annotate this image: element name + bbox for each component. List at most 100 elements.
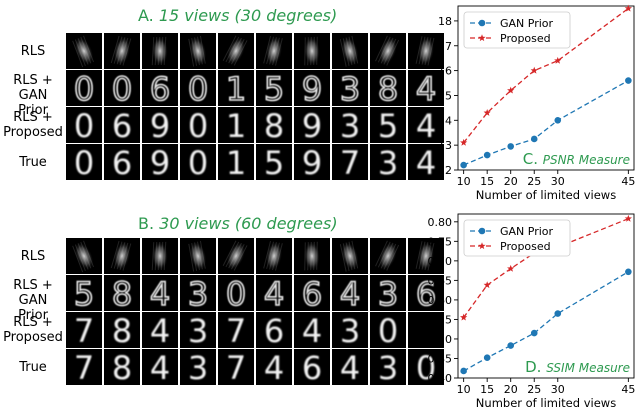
svg-text:3: 3: [340, 312, 360, 348]
y-tick-label: 0.60: [428, 294, 453, 307]
digit-image-proposed: 7: [218, 312, 254, 348]
psnr-chart: 12 13 14 15 16 17 18 10 15 20 25 30 45 Number of limi…: [438, 4, 635, 202]
digit-image-gan: 1: [218, 70, 254, 106]
digit-image-rls: [104, 238, 140, 274]
digit-image-rls: [218, 238, 254, 274]
x-tick-label: 10: [457, 175, 471, 188]
x-tick-label: 45: [621, 383, 635, 396]
digit-image-rls: [256, 33, 292, 69]
svg-text:9: 9: [302, 70, 322, 106]
svg-text:1: 1: [226, 144, 246, 180]
x-tick-label: 15: [480, 383, 494, 396]
svg-text:8: 8: [112, 349, 132, 385]
digit-image-gan: 8: [104, 275, 140, 311]
y-tick-label: 0.75: [428, 235, 453, 248]
digit-image-true: 1: [218, 144, 254, 180]
digit-image-rls: [66, 33, 102, 69]
svg-text:3: 3: [378, 349, 398, 385]
x-axis-label: Number of limited views: [476, 188, 616, 202]
series-line-1: [463, 218, 629, 318]
digit-image-proposed: [408, 312, 444, 348]
svg-text:5: 5: [264, 144, 284, 180]
svg-text:4: 4: [416, 107, 436, 143]
svg-text:4: 4: [340, 275, 360, 311]
digit-image-gan: 4: [332, 275, 368, 311]
chart-annotation: C. PSNR Measure: [523, 150, 630, 168]
legend-label: GAN Prior: [500, 17, 554, 30]
ssim-chart: 0.40 0.45 0.50 0.55 0.60 0.65 0.70 0.75 0.80 10 15…: [428, 213, 635, 410]
svg-text:3: 3: [188, 349, 208, 385]
svg-text:7: 7: [226, 312, 246, 348]
digit-image-true: 9: [142, 144, 178, 180]
row-label: RLS + GAN Prior: [13, 73, 53, 118]
digit-image-proposed: 4: [294, 312, 330, 348]
x-tick-label: 30: [551, 175, 565, 188]
y-tick-label: 12: [438, 164, 452, 177]
svg-text:6: 6: [264, 312, 284, 348]
digit-image-proposed: 8: [104, 312, 140, 348]
legend-box: [463, 11, 571, 49]
svg-text:0: 0: [112, 70, 132, 106]
svg-text:4: 4: [150, 349, 170, 385]
data-point: [625, 77, 632, 84]
row-label: True: [19, 359, 47, 375]
svg-text:7: 7: [74, 312, 94, 348]
svg-text:1: 1: [226, 70, 246, 106]
digit-image-true: 9: [294, 144, 330, 180]
svg-text:8: 8: [112, 275, 132, 311]
digit-image-true: 0: [180, 144, 216, 180]
svg-text:6: 6: [302, 349, 322, 385]
svg-text:0: 0: [188, 70, 208, 106]
digit-image-rls: [104, 33, 140, 69]
y-tick-label: 0.65: [428, 274, 453, 287]
data-point: [624, 4, 632, 12]
digit-image-rls: [142, 33, 178, 69]
digit-image-proposed: 0: [66, 107, 102, 143]
row-label: RLS + Proposed: [3, 315, 63, 345]
svg-text:6: 6: [416, 275, 436, 311]
digit-image-gan: 0: [180, 70, 216, 106]
row-label: True: [19, 154, 47, 170]
data-point: [554, 310, 562, 317]
svg-text:5: 5: [74, 275, 94, 311]
digit-image-proposed: 4: [142, 312, 178, 348]
data-point: [460, 313, 468, 321]
digit-image-gan: 6: [408, 275, 444, 311]
svg-text:0: 0: [74, 107, 94, 143]
digit-image-proposed: 6: [104, 107, 140, 143]
svg-text:4: 4: [264, 349, 284, 385]
legend-label: GAN Prior: [500, 225, 554, 238]
data-point: [507, 86, 515, 94]
y-tick-label: 0.40: [428, 372, 453, 385]
digit-image-rls: [180, 33, 216, 69]
legend-label: Proposed: [500, 32, 551, 45]
svg-text:0: 0: [74, 70, 94, 106]
panel-b-subtitle: 30 views (60 degrees): [159, 214, 338, 233]
digit-image-rls: [66, 238, 102, 274]
data-point: [507, 143, 515, 150]
data-point: [483, 354, 491, 361]
row-label: RLS + GAN Prior: [13, 278, 53, 323]
legend-marker: [478, 19, 486, 27]
legend-box: [463, 219, 571, 257]
svg-text:4: 4: [340, 349, 360, 385]
data-point: [460, 367, 467, 375]
digit-image-gan: 4: [142, 275, 178, 311]
digit-image-true: 3: [180, 349, 216, 385]
svg-text:4: 4: [416, 70, 436, 106]
digit-image-proposed: 6: [256, 312, 292, 348]
y-tick-label: 15: [438, 89, 452, 102]
svg-text:0: 0: [188, 144, 208, 180]
svg-text:4: 4: [302, 312, 322, 348]
data-point: [460, 138, 468, 146]
digit-image-rls: [332, 238, 368, 274]
data-point: [625, 268, 632, 276]
chart-annotation: D. SSIM Measure: [525, 358, 630, 376]
y-tick-label: 0.70: [428, 255, 453, 268]
digit-image-gan: 0: [218, 275, 254, 311]
digit-image-proposed: 8: [256, 107, 292, 143]
digit-image-proposed: 3: [180, 312, 216, 348]
x-tick-label: 45: [621, 175, 635, 188]
